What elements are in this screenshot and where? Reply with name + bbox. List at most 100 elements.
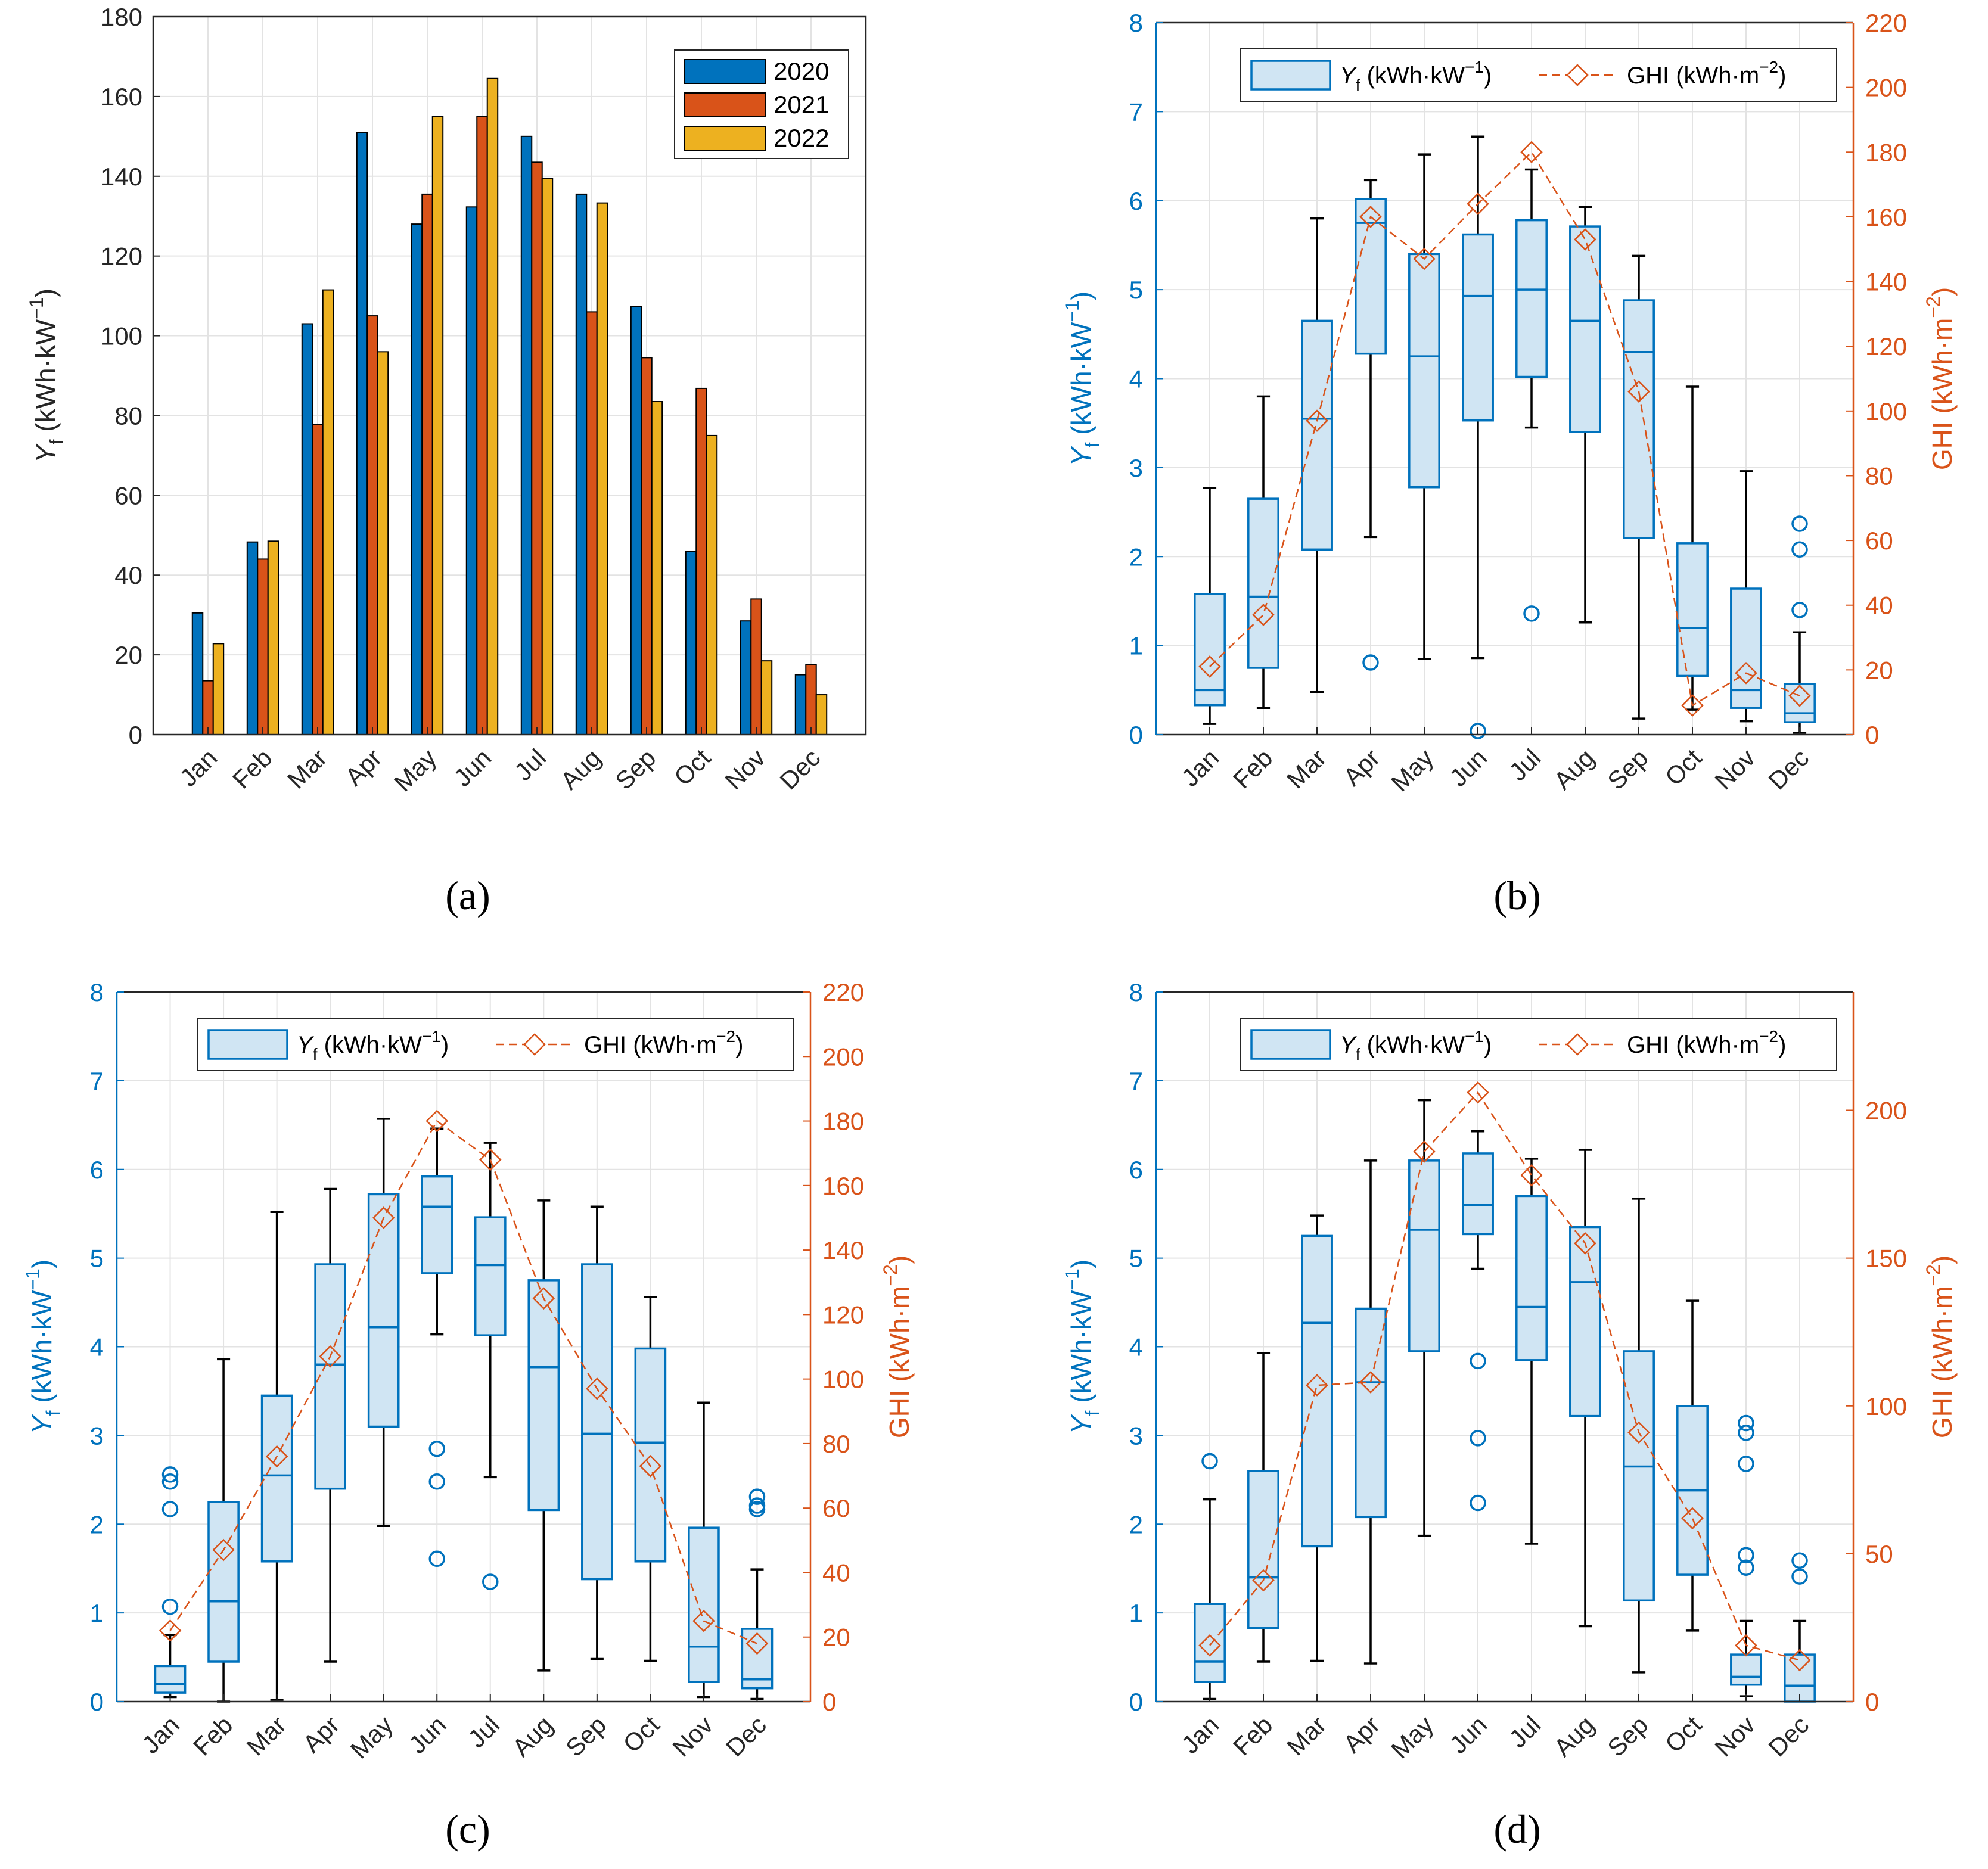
b-y2-tick-label: 60 xyxy=(1865,527,1893,555)
panel-d: 0 1 2 3 4 5 6 7 8 0 50 100 150 200 Jan Feb Mar Apr May Jun J… xyxy=(1061,978,1958,1764)
d-outlier-Nov xyxy=(1738,1425,1754,1441)
b-y-tick-label: 8 xyxy=(1129,9,1143,37)
d-y2-tick-label: 0 xyxy=(1865,1688,1879,1716)
d-y-tick-label: 6 xyxy=(1129,1156,1143,1184)
b-y2-tick-label: 120 xyxy=(1865,332,1907,360)
b-ghi-marker-Apr xyxy=(1359,206,1382,228)
panel-b-label: (b) xyxy=(1493,873,1540,918)
a-x-tick-label: Jul xyxy=(509,744,551,786)
d-y-tick-label: 2 xyxy=(1129,1510,1143,1538)
d-box-Jan xyxy=(1194,1603,1226,1683)
b-legend-ghi-marker xyxy=(1566,64,1589,86)
b-x-tick-label: Jan xyxy=(1176,744,1224,792)
b-y-tick-label: 1 xyxy=(1129,632,1143,660)
c-y2-tick-label: 220 xyxy=(822,978,864,1006)
c-x-tick-label: Aug xyxy=(507,1711,558,1762)
a-bar-2021-Apr xyxy=(366,315,378,735)
a-bar-2020-Aug xyxy=(575,193,588,735)
a-bar-2021-Mar xyxy=(312,424,324,735)
d-x-tick-label: Apr xyxy=(1338,1711,1385,1758)
b-outlier-Apr xyxy=(1362,654,1379,671)
a-x-tick-label: Oct xyxy=(669,744,716,791)
b-y2-tick-label: 140 xyxy=(1865,268,1907,296)
d-x-tick-label: Feb xyxy=(1228,1711,1278,1761)
b-ghi-line xyxy=(1209,151,1800,707)
c-y-tick-label: 7 xyxy=(90,1067,104,1095)
d-y-tick-label: 5 xyxy=(1129,1245,1143,1273)
d-y2-tick-label: 50 xyxy=(1865,1540,1893,1568)
c-y2-tick-label: 100 xyxy=(822,1366,864,1394)
d-ghi-marker-Jun xyxy=(1467,1081,1489,1104)
c-x-tick-label: Sep xyxy=(560,1711,611,1762)
b-x-tick-label: Apr xyxy=(1338,744,1385,791)
b-y2-tick-label: 40 xyxy=(1865,592,1893,620)
b-box-Jan xyxy=(1194,593,1226,707)
b-box-Aug xyxy=(1569,225,1601,433)
c-outlier-Dec xyxy=(748,1497,766,1514)
d-x-tick-label: Oct xyxy=(1660,1711,1707,1758)
c-y-tick-label: 0 xyxy=(90,1688,104,1716)
c-y-tick-label: 1 xyxy=(90,1599,104,1627)
b-y2-tick-label: 220 xyxy=(1865,9,1907,37)
c-box-Aug xyxy=(527,1279,560,1512)
d-y2-tick-label: 200 xyxy=(1865,1097,1907,1125)
b-box-Mar xyxy=(1301,319,1333,551)
c-box-Jul xyxy=(474,1216,507,1336)
a-y-axis-label: Yf (kWh·kW−1) xyxy=(26,288,67,463)
d-y-tick-label: 8 xyxy=(1129,978,1143,1006)
c-outlier-Jan xyxy=(161,1598,179,1615)
a-bar-2022-Apr xyxy=(377,351,389,735)
a-y-tick-label: 60 xyxy=(114,481,142,509)
c-legend-box-swatch xyxy=(207,1029,288,1060)
b-x-tick-label: Jul xyxy=(1504,744,1546,786)
c-ghi-marker-May xyxy=(372,1206,395,1229)
a-bar-2021-Nov xyxy=(750,598,762,736)
b-ghi-marker-Sep xyxy=(1627,380,1650,403)
c-ghi-marker-Aug xyxy=(532,1287,555,1310)
d-outlier-Nov xyxy=(1738,1559,1754,1576)
c-box-Jun xyxy=(421,1175,453,1274)
b-x-tick-label: Mar xyxy=(1281,744,1331,794)
a-x-tick-label: Apr xyxy=(340,744,387,791)
c-y2-tick-label: 200 xyxy=(822,1043,864,1071)
b-ghi-marker-Jan xyxy=(1198,655,1221,678)
a-bar-2020-Jun xyxy=(465,206,478,735)
a-bar-2022-Jun xyxy=(486,77,499,735)
c-ghi-line xyxy=(169,1119,757,1644)
b-x-tick-label: Aug xyxy=(1548,744,1599,795)
b-legend-box-swatch xyxy=(1250,60,1331,91)
d-ghi-marker-Aug xyxy=(1574,1232,1596,1255)
d-box-May xyxy=(1408,1159,1440,1352)
c-ghi-marker-Mar xyxy=(265,1445,288,1468)
d-box-Sep xyxy=(1623,1350,1655,1602)
c-box-Feb xyxy=(207,1501,240,1663)
d-box-Apr xyxy=(1355,1307,1387,1519)
a-legend-swatch-2022 xyxy=(684,126,766,151)
b-legend-yf-label: Yf (kWh·kW−1) xyxy=(1340,58,1492,94)
b-outlier-Dec xyxy=(1791,515,1808,532)
b-outlier-Jun xyxy=(1470,723,1486,739)
d-ghi-marker-Jul xyxy=(1520,1164,1543,1187)
d-outlier-Jan xyxy=(1201,1453,1218,1470)
a-bar-2020-Apr xyxy=(356,132,368,735)
panel-d-label: (d) xyxy=(1493,1806,1540,1852)
c-box-Sep xyxy=(581,1263,613,1581)
c-x-tick-label: Jun xyxy=(403,1711,451,1759)
d-y-axis-label: Yf (kWh·kW−1) xyxy=(1061,1260,1103,1434)
a-bar-2022-Feb xyxy=(267,540,279,735)
b-ghi-marker-Aug xyxy=(1574,228,1596,251)
b-ghi-marker-Jun xyxy=(1467,192,1489,215)
b-legend-ghi-label: GHI (kWh·m−2) xyxy=(1627,58,1786,89)
c-x-tick-label: Jan xyxy=(136,1711,185,1759)
c-y2-axis-label: GHI (kWh·m−2) xyxy=(880,1255,915,1438)
a-bar-2021-Jan xyxy=(202,680,214,735)
d-legend-box-swatch xyxy=(1250,1029,1331,1060)
a-bar-2022-Mar xyxy=(322,289,334,735)
d-box-Jun xyxy=(1462,1152,1494,1236)
a-bar-2020-Dec xyxy=(794,674,807,736)
d-ghi-line xyxy=(1209,1091,1800,1661)
a-x-tick-label: Nov xyxy=(719,744,771,795)
b-ghi-marker-Nov xyxy=(1735,662,1757,685)
d-outlier-Jun xyxy=(1470,1352,1486,1370)
c-x-tick-label: Apr xyxy=(297,1711,344,1758)
